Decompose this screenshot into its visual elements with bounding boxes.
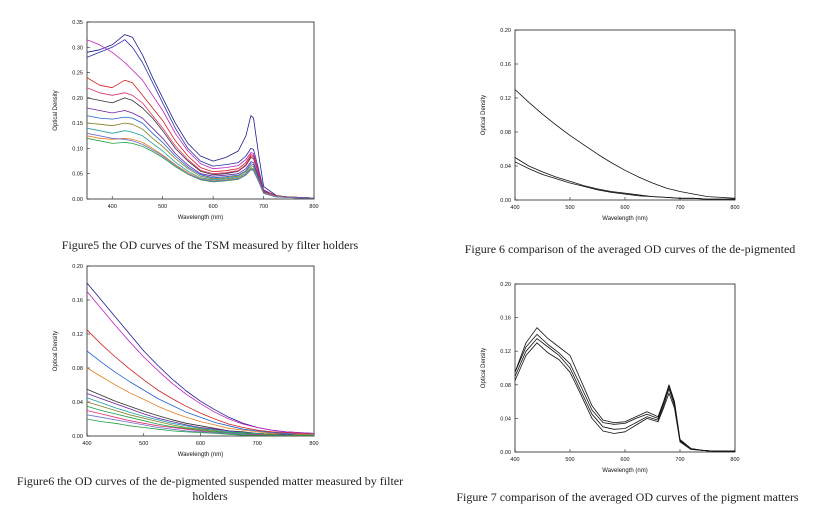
y-tick-label: 0.05 — [72, 172, 83, 178]
series-line-13 — [86, 132, 314, 199]
y-tick-label: 0.00 — [500, 450, 511, 456]
figure6-depigmented-caption: Figure6 the OD curves of the de-pigmente… — [16, 474, 404, 503]
x-tick-label: 600 — [620, 205, 629, 211]
x-tick-label: 700 — [253, 441, 262, 447]
x-tick-label: 700 — [259, 204, 268, 210]
plot-frame — [514, 29, 736, 201]
y-axis-label: Optical Density — [481, 95, 487, 135]
y-tick-label: 0.25 — [72, 71, 83, 77]
y-tick-label: 0.20 — [72, 96, 83, 102]
series-line-3 — [86, 329, 315, 435]
y-axis-label: Optical Density — [53, 331, 59, 371]
figure7-chart: 0.00 0.04 0.08 0.12 0.16 0.20 400 500 600 700 800 W… — [481, 282, 740, 474]
x-axis-label: Wavelength (nm) — [602, 216, 647, 222]
x-tick-label: 600 — [209, 204, 218, 210]
plot-frame — [514, 283, 736, 453]
x-tick-label: 400 — [108, 204, 117, 210]
series-line-1 — [86, 282, 315, 434]
series-line-4 — [86, 350, 314, 435]
x-tick-label: 500 — [139, 441, 148, 447]
y-tick-label: 0.20 — [500, 282, 511, 288]
series-line-2 — [514, 157, 735, 200]
y-tick-label: 0.30 — [72, 45, 83, 51]
figure5-panel: 0.00 0.05 0.10 0.15 0.20 0.25 0.30 0.35 400 500 60… — [0, 0, 420, 262]
y-tick-label: 0.00 — [72, 434, 83, 440]
series-line-1 — [514, 327, 735, 452]
series-line-5 — [86, 367, 314, 435]
y-tick-label: 0.04 — [72, 400, 83, 406]
y-tick-label: 0.00 — [500, 198, 511, 204]
series-line-2 — [514, 338, 735, 452]
figure6-depigmented-panel: 0.00 0.04 0.08 0.12 0.16 0.20 400 500 600 700 800 W… — [0, 262, 420, 526]
y-tick-label: 0.10 — [72, 146, 83, 152]
x-axis-label: Wavelength (nm) — [178, 452, 223, 458]
y-tick-label: 0.20 — [72, 264, 83, 270]
figure6-depigmented-chart: 0.00 0.04 0.08 0.12 0.16 0.20 400 500 600 700 800 W… — [53, 264, 319, 458]
series-line-9 — [86, 401, 314, 436]
y-tick-label: 0.08 — [500, 130, 511, 136]
x-tick-label: 600 — [620, 457, 629, 463]
y-tick-label: 0.04 — [500, 416, 511, 422]
x-tick-label: 800 — [309, 204, 318, 210]
figure6-comparison-chart: 0.00 0.04 0.08 0.12 0.16 0.20 400 500 600 700 800 W… — [481, 28, 740, 222]
y-tick-label: 0.35 — [72, 20, 83, 26]
y-tick-label: 0.12 — [500, 96, 511, 102]
series-line-11 — [86, 135, 314, 199]
series-line-1 — [514, 89, 736, 199]
series-line-13 — [86, 418, 314, 436]
plot-frame — [86, 265, 315, 437]
x-tick-label: 400 — [82, 441, 91, 447]
y-tick-label: 0.08 — [72, 366, 83, 372]
y-tick-label: 0.16 — [500, 316, 511, 322]
y-tick-label: 0.16 — [500, 62, 511, 68]
figure6-comparison-panel: 0.00 0.04 0.08 0.12 0.16 0.20 400 500 600 700 800 W… — [420, 0, 832, 278]
y-tick-label: 0.20 — [500, 28, 511, 34]
series-line-2 — [86, 291, 315, 434]
y-tick-label: 0.04 — [500, 164, 511, 170]
series-line-8 — [86, 115, 314, 199]
series-line-6 — [86, 87, 315, 199]
figure7-panel: 0.00 0.04 0.08 0.12 0.16 0.20 400 500 600 700 800 W… — [420, 278, 832, 526]
x-tick-label: 500 — [565, 457, 574, 463]
x-tick-label: 400 — [510, 457, 519, 463]
y-tick-label: 0.16 — [72, 298, 83, 304]
series-line-12 — [86, 137, 314, 199]
x-tick-label: 500 — [565, 205, 574, 211]
series-line-3 — [514, 161, 735, 200]
x-tick-label: 700 — [675, 205, 684, 211]
y-axis-label: Optical Density — [481, 348, 487, 388]
x-axis-label: Wavelength (nm) — [602, 468, 647, 474]
x-tick-label: 700 — [675, 457, 684, 463]
x-tick-label: 500 — [158, 204, 167, 210]
series-line-5 — [86, 97, 315, 199]
x-tick-label: 600 — [196, 441, 205, 447]
figure6-comparison-caption: Figure 6 comparison of the averaged OD c… — [464, 242, 796, 256]
y-tick-label: 0.12 — [72, 332, 83, 338]
figure7-caption: Figure 7 comparison of the averaged OD c… — [456, 490, 799, 504]
plot-frame — [86, 21, 315, 200]
x-axis-label: Wavelength (nm) — [178, 215, 223, 221]
series-line-4 — [514, 342, 735, 452]
series-line-3 — [514, 334, 735, 452]
y-tick-label: 0.12 — [500, 349, 511, 355]
y-tick-label: 0.08 — [500, 383, 511, 389]
series-line-1 — [86, 34, 315, 199]
x-tick-label: 800 — [309, 441, 318, 447]
y-tick-label: 0.15 — [72, 121, 83, 127]
figure5-chart: 0.00 0.05 0.10 0.15 0.20 0.25 0.30 0.35 400 500 60… — [53, 20, 319, 221]
y-axis-label: Optical Density — [53, 90, 59, 130]
series-line-7 — [86, 107, 315, 199]
figure5-caption: Figure5 the OD curves of the TSM measure… — [61, 238, 359, 252]
x-tick-label: 400 — [510, 205, 519, 211]
x-tick-label: 800 — [730, 457, 739, 463]
x-tick-label: 800 — [730, 205, 739, 211]
y-tick-label: 0.00 — [72, 197, 83, 203]
